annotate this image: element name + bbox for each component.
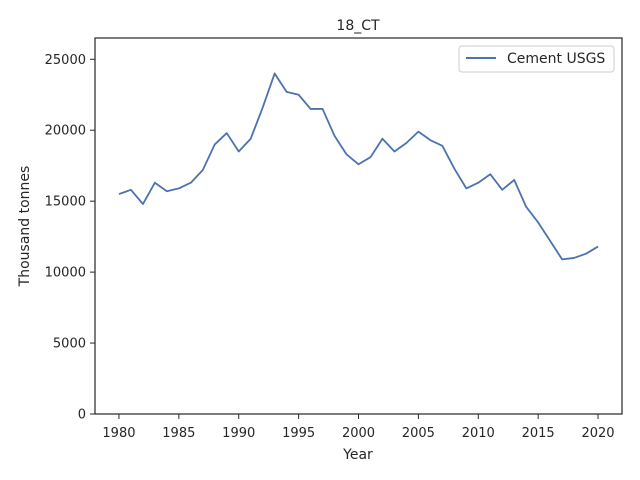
y-axis-label: Thousand tonnes [17,166,33,288]
y-tick-label: 25000 [45,53,86,68]
x-tick-label: 2005 [402,426,435,441]
series-line-0 [118,72,599,261]
x-tick-label: 2000 [342,426,375,441]
legend: Cement USGS [458,45,615,73]
y-tick-label: 20000 [45,124,86,139]
x-tick-label: 2010 [462,426,495,441]
x-tick-label: 1990 [222,426,255,441]
y-tick-label: 0 [78,408,86,423]
legend-box [458,45,615,73]
x-axis: 1980 1985 1990 1995 2000 2005 2010 2015 2020 [102,414,615,441]
y-axis: 0 5000 10000 15000 20000 25000 [45,53,95,423]
x-tick-label: 2020 [581,426,614,441]
x-axis-label: Year [342,447,373,463]
axes-frame [94,37,623,415]
legend-entry-label: Cement USGS [507,51,605,67]
x-tick-label: 1985 [162,426,195,441]
y-tick-label: 15000 [45,195,86,210]
x-tick-label: 2015 [522,426,555,441]
x-tick-label: 1995 [282,426,315,441]
y-tick-label: 5000 [53,337,86,352]
chart-title: 18_CT [336,18,380,34]
y-tick-label: 10000 [45,266,86,281]
x-tick-label: 1980 [102,426,135,441]
plot-area [118,72,599,261]
